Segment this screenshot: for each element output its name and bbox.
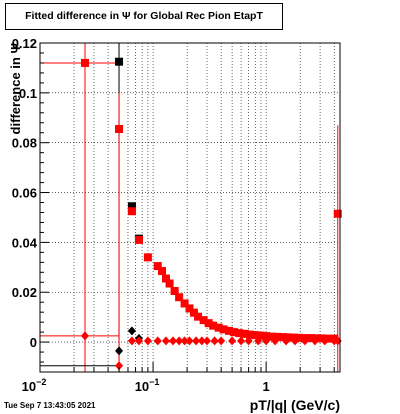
data-point-square	[214, 323, 223, 332]
data-point-diamond	[320, 336, 329, 346]
data-point-square	[175, 293, 184, 302]
plot-frame	[39, 42, 341, 373]
x-tick-label: 1	[263, 379, 270, 394]
data-point-diamond	[185, 336, 194, 346]
data-point-diamond	[80, 331, 89, 341]
data-point-square	[115, 57, 124, 66]
data-point-square	[189, 308, 198, 317]
data-point-square	[323, 334, 332, 343]
data-point-diamond	[192, 336, 201, 346]
error-bar-layer	[40, 43, 339, 372]
axis-layer	[39, 42, 341, 373]
data-point-square	[115, 124, 124, 133]
data-point-square	[317, 334, 326, 343]
data-point-square	[273, 332, 282, 341]
data-point-diamond	[262, 336, 271, 346]
data-point-square	[185, 304, 194, 313]
data-point-square	[246, 330, 255, 339]
data-point-diamond	[203, 336, 212, 346]
data-point-diamond	[168, 336, 177, 346]
data-point-square	[161, 274, 170, 283]
y-tick-label: 0.08	[12, 136, 37, 151]
y-tick-label: 0.12	[12, 36, 37, 51]
data-point-diamond	[153, 336, 162, 346]
data-point-diamond	[127, 336, 136, 346]
data-point-diamond	[175, 336, 184, 346]
data-point-square	[230, 328, 239, 337]
data-point-diamond	[134, 336, 143, 346]
x-axis-title: pT/|q| (GeV/c)	[250, 397, 340, 413]
y-axis-title: difference in Ψ	[8, 43, 23, 134]
data-point-diamond	[217, 336, 226, 346]
data-point-diamond	[115, 346, 124, 356]
data-point-square	[307, 334, 316, 343]
data-point-square	[209, 321, 218, 330]
label-layer: 0 0.02 0.04 0.06 0.08 0.1 0.12 10−2 10−1 1 pT/|q| …	[8, 36, 340, 413]
data-point-square	[262, 332, 271, 341]
y-tick-label: 0.06	[12, 186, 37, 201]
data-point-square	[204, 319, 213, 328]
data-point-square	[333, 209, 342, 218]
data-point-square	[127, 202, 136, 211]
data-point-square	[134, 235, 143, 244]
data-point-diamond	[228, 336, 237, 346]
data-point-diamond	[237, 336, 246, 346]
x-tick-label: 10−1	[135, 377, 160, 394]
y-tick-label: 0.04	[12, 235, 38, 250]
data-point-diamond	[180, 336, 189, 346]
data-point-square	[289, 333, 298, 342]
timestamp: Tue Sep 7 13:43:05 2021	[4, 401, 96, 410]
data-point-diamond	[244, 336, 253, 346]
data-point-square	[158, 267, 167, 276]
data-point-diamond	[115, 361, 124, 371]
data-point-square	[312, 334, 321, 343]
data-point-square	[170, 286, 179, 295]
data-point-square	[153, 262, 162, 271]
data-point-square	[267, 332, 276, 341]
data-point-square	[127, 207, 136, 216]
data-point-diamond	[127, 326, 136, 336]
data-point-diamond	[161, 336, 170, 346]
data-point-diamond	[282, 336, 291, 346]
data-point-diamond	[291, 336, 300, 346]
data-point-diamond	[310, 336, 319, 346]
data-point-square	[256, 331, 265, 340]
data-point-diamond	[210, 336, 219, 346]
data-point-diamond	[197, 336, 206, 346]
y-tick-label: 0.02	[12, 285, 37, 300]
data-point-square	[165, 279, 174, 288]
data-point-square	[235, 329, 244, 338]
data-point-square	[199, 316, 208, 325]
data-point-square	[294, 333, 303, 342]
y-tick-label: 0.1	[19, 86, 37, 101]
data-point-diamond	[143, 336, 152, 346]
data-point-square	[240, 329, 249, 338]
data-point-diamond	[300, 336, 309, 346]
data-point-square	[278, 333, 287, 342]
data-point-square	[194, 312, 203, 321]
x-tick-label: 10−2	[22, 377, 47, 394]
data-point-square	[143, 253, 152, 262]
data-point-square	[180, 299, 189, 308]
y-tick-label: 0	[30, 335, 37, 350]
chart-title: Fitted difference in Ψ for Global Rec Pi…	[5, 3, 283, 30]
data-point-square	[80, 58, 89, 67]
data-point-diamond	[254, 336, 263, 346]
data-point-square	[283, 333, 292, 342]
data-point-square	[225, 326, 234, 335]
data-point-diamond	[271, 336, 280, 346]
data-point-square	[219, 325, 228, 334]
data-point-square	[251, 331, 260, 340]
marker-layer	[80, 57, 342, 371]
